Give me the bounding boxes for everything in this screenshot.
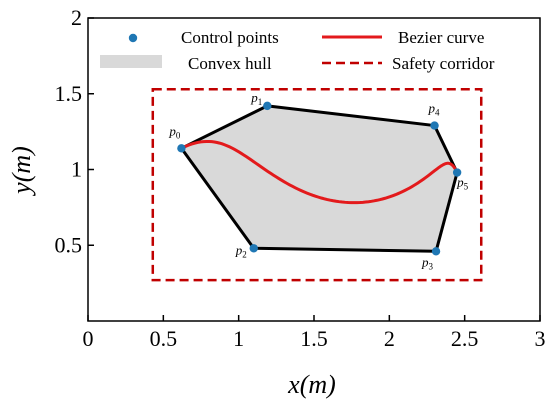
- x-tick-label: 0: [83, 326, 94, 351]
- y-tick-label: 0.5: [55, 232, 83, 257]
- legend-marker-control-points: [128, 33, 138, 43]
- y-tick-label: 1.5: [55, 81, 83, 106]
- legend-label: Control points: [181, 28, 279, 47]
- control-point-label-p5: p5: [456, 175, 469, 192]
- bezier-curve: [180, 139, 459, 205]
- convex-hull: [179, 104, 459, 253]
- x-tick-label: 0.5: [150, 326, 178, 351]
- legend-label: Convex hull: [188, 54, 272, 73]
- legend-label: Safety corridor: [392, 54, 495, 73]
- control-point-label-p4: p4: [428, 101, 441, 118]
- control-point-label-p3: p3: [421, 254, 434, 271]
- control-point-label-p0: p0: [168, 123, 181, 140]
- x-tick-label: 1: [233, 326, 244, 351]
- legend-label: Bezier curve: [398, 28, 484, 47]
- control-point-p0: [177, 144, 186, 153]
- control-point-p5: [452, 168, 462, 177]
- control-point-p3: [431, 247, 441, 256]
- control-point-label-p2: p2: [235, 242, 247, 259]
- x-tick-label: 3: [535, 326, 546, 351]
- y-tick-label: 1: [71, 157, 82, 182]
- control-point-p4: [430, 121, 439, 130]
- x-tick-label: 2: [384, 326, 395, 351]
- y-tick-label: 2: [71, 5, 82, 30]
- x-tick-label: 1.5: [300, 326, 328, 351]
- safety-corridor: [151, 87, 483, 282]
- x-tick-label: 2.5: [451, 326, 479, 351]
- legend-patch-convex-hull: [100, 55, 162, 68]
- x-axis-title: x(m): [287, 370, 336, 399]
- control-point-label-p1: p1: [250, 90, 262, 107]
- control-point-p2: [249, 244, 258, 253]
- y-axis-title: y(m): [7, 146, 36, 197]
- control-point-p1: [263, 101, 272, 111]
